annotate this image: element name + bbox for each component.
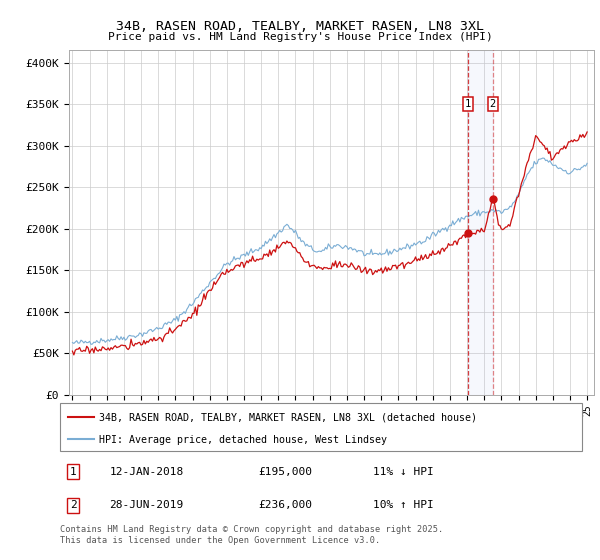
Text: Contains HM Land Registry data © Crown copyright and database right 2025.
This d: Contains HM Land Registry data © Crown c…: [60, 525, 443, 545]
Text: 1: 1: [464, 99, 471, 109]
Text: HPI: Average price, detached house, West Lindsey: HPI: Average price, detached house, West…: [99, 435, 387, 445]
Text: £195,000: £195,000: [259, 467, 313, 477]
Text: Price paid vs. HM Land Registry's House Price Index (HPI): Price paid vs. HM Land Registry's House …: [107, 32, 493, 42]
Bar: [468, 50, 493, 395]
Text: 12-JAN-2018: 12-JAN-2018: [110, 467, 184, 477]
Text: 34B, RASEN ROAD, TEALBY, MARKET RASEN, LN8 3XL (detached house): 34B, RASEN ROAD, TEALBY, MARKET RASEN, L…: [99, 413, 477, 422]
Text: 10% ↑ HPI: 10% ↑ HPI: [373, 500, 434, 510]
Text: 34B, RASEN ROAD, TEALBY, MARKET RASEN, LN8 3XL: 34B, RASEN ROAD, TEALBY, MARKET RASEN, L…: [116, 20, 484, 32]
Text: 11% ↓ HPI: 11% ↓ HPI: [373, 467, 434, 477]
FancyBboxPatch shape: [60, 403, 582, 451]
Text: 2: 2: [70, 500, 76, 510]
Text: 2: 2: [490, 99, 496, 109]
Text: 28-JUN-2019: 28-JUN-2019: [110, 500, 184, 510]
Text: 1: 1: [70, 467, 76, 477]
Text: £236,000: £236,000: [259, 500, 313, 510]
